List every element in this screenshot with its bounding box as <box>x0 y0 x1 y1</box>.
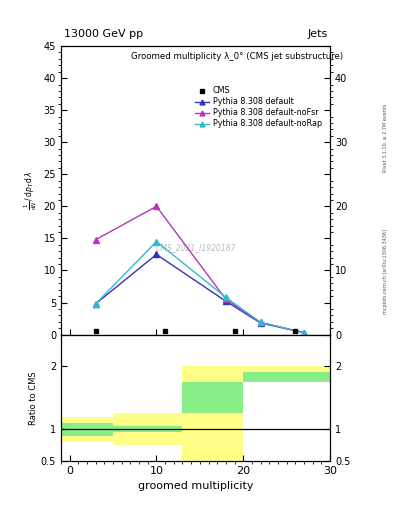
Pythia 8.308 default-noFsr <box>258 319 263 326</box>
Line: Pythia 8.308 default: Pythia 8.308 default <box>93 252 307 335</box>
Pythia 8.308 default-noRap <box>258 319 263 326</box>
Pythia 8.308 default-noRap <box>154 239 159 245</box>
Pythia 8.308 default <box>258 320 263 326</box>
Line: Pythia 8.308 default-noRap: Pythia 8.308 default-noRap <box>93 239 307 335</box>
Pythia 8.308 default-noFsr <box>224 296 228 303</box>
Text: mcplots.cern.ch [arXiv:1306.3436]: mcplots.cern.ch [arXiv:1306.3436] <box>383 229 388 314</box>
Y-axis label: $\frac{1}{\mathrm{d}N}\,/\,\mathrm{d}p_T\,\mathrm{d}\,\lambda$: $\frac{1}{\mathrm{d}N}\,/\,\mathrm{d}p_T… <box>23 170 39 210</box>
Legend: CMS, Pythia 8.308 default, Pythia 8.308 default-noFsr, Pythia 8.308 default-noRa: CMS, Pythia 8.308 default, Pythia 8.308 … <box>193 84 323 130</box>
Text: Groomed multiplicity λ_0° (CMS jet substructure): Groomed multiplicity λ_0° (CMS jet subst… <box>131 52 343 61</box>
Text: Rivet 3.1.10, ≥ 2.7M events: Rivet 3.1.10, ≥ 2.7M events <box>383 104 388 173</box>
Pythia 8.308 default-noFsr <box>302 330 307 336</box>
Pythia 8.308 default-noFsr <box>93 237 98 243</box>
X-axis label: groomed multiplicity: groomed multiplicity <box>138 481 253 491</box>
Text: Jets: Jets <box>307 29 327 39</box>
Y-axis label: Ratio to CMS: Ratio to CMS <box>29 371 38 424</box>
Pythia 8.308 default-noFsr <box>154 203 159 209</box>
Text: CMS_2021_I1920187: CMS_2021_I1920187 <box>155 244 236 252</box>
Pythia 8.308 default-noRap <box>224 294 228 301</box>
Text: 13000 GeV pp: 13000 GeV pp <box>64 29 143 39</box>
Pythia 8.308 default <box>302 330 307 336</box>
Line: Pythia 8.308 default-noFsr: Pythia 8.308 default-noFsr <box>93 204 307 335</box>
Pythia 8.308 default <box>224 298 228 304</box>
Pythia 8.308 default <box>93 301 98 307</box>
Pythia 8.308 default-noRap <box>302 330 307 336</box>
Pythia 8.308 default-noRap <box>93 301 98 307</box>
Pythia 8.308 default <box>154 251 159 258</box>
